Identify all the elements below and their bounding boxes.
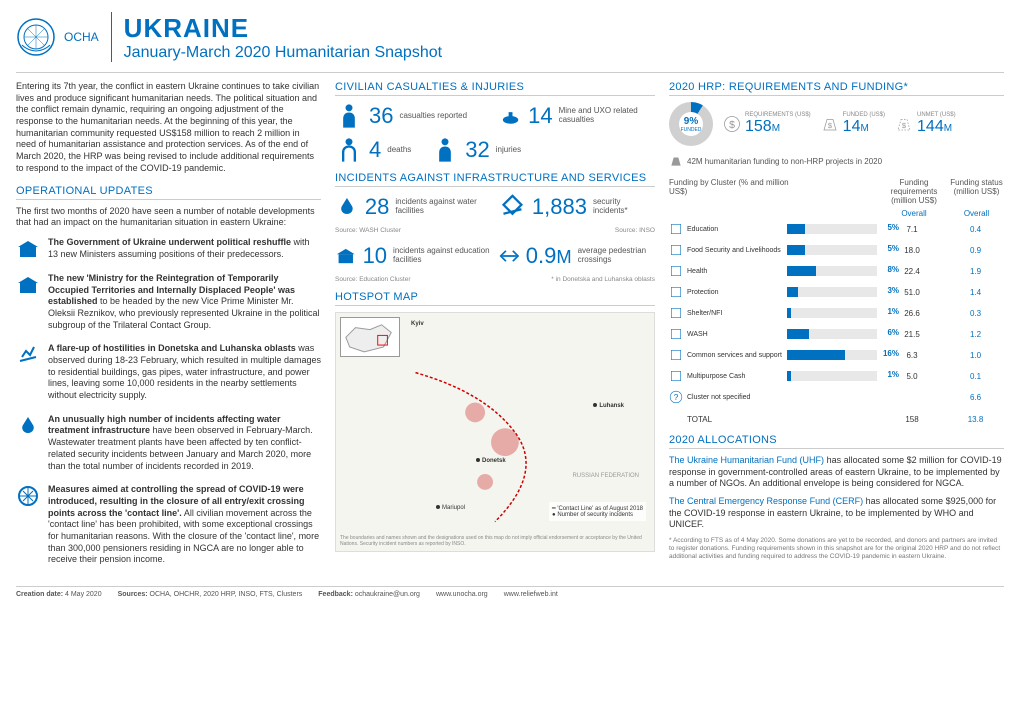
cluster-row: Common services and support 16% 6.3 1.0 — [669, 348, 1004, 362]
page-title: UKRAINE — [124, 13, 442, 44]
map-legend: ━ 'Contact Line' as of August 2018 ● Num… — [549, 502, 646, 521]
cluster-row: Shelter/NFI 1% 26.6 0.3 — [669, 306, 1004, 320]
edu-l: incidents against education facilities — [393, 247, 491, 265]
water-src: Source: WASH Cluster — [335, 227, 401, 234]
hrp-footnote: * According to FTS as of 4 May 2020. Som… — [669, 537, 1004, 560]
cerf-text: The Central Emergency Response Fund (CER… — [669, 496, 1004, 531]
update-icon — [16, 237, 40, 261]
update-icon — [16, 343, 40, 367]
cluster-row: Multipurpose Cash 1% 5.0 0.1 — [669, 369, 1004, 383]
ped-l: average pedestrian crossings — [578, 247, 655, 265]
mine-l: Mine and UXO related casualties — [559, 107, 655, 125]
svg-text:?: ? — [674, 393, 679, 402]
update-item: The Government of Ukraine underwent poli… — [16, 237, 321, 261]
cluster-icon — [669, 285, 683, 299]
incidents-heading: INCIDENTS AGAINST INFRASTRUCTURE AND SER… — [335, 172, 655, 187]
deaths-l: deaths — [387, 146, 411, 155]
svg-text:$: $ — [729, 119, 735, 131]
uhf-text: The Ukraine Humanitarian Fund (UHF) has … — [669, 455, 1004, 490]
update-item: An unusually high number of incidents af… — [16, 414, 321, 472]
cluster-row: Food Security and Livelihoods 5% 18.0 0.… — [669, 243, 1004, 257]
ped-n: 0.9M — [526, 243, 572, 269]
casualties-heading: CIVILIAN CASUALTIES & INJURIES — [335, 81, 655, 96]
allocations-heading: 2020 ALLOCATIONS — [669, 434, 1004, 449]
footer: Creation date: 4 May 2020 Sources: OCHA,… — [16, 586, 1004, 598]
mine-n: 14 — [528, 103, 552, 129]
question-icon: ? — [669, 390, 683, 404]
page-subtitle: January-March 2020 Humanitarian Snapshot — [124, 44, 442, 62]
injury-icon — [431, 136, 459, 164]
edu-icon — [335, 242, 357, 270]
water-icon — [335, 193, 359, 221]
svg-text:$: $ — [828, 121, 833, 130]
hotspot-map: Kyiv Luhansk Donetsk Mariupol RUSSIAN FE… — [335, 312, 655, 552]
map-note: The boundaries and names shown and the d… — [340, 535, 650, 547]
hrp-heading: 2020 HRP: REQUIREMENTS AND FUNDING* — [669, 81, 1004, 96]
intro-text: Entering its 7th year, the conflict in e… — [16, 81, 321, 175]
cluster-row: WASH 6% 21.5 1.2 — [669, 327, 1004, 341]
cluster-icon — [669, 327, 683, 341]
casualties-reported-n: 36 — [369, 103, 393, 129]
dollar-icon: $ — [723, 115, 741, 133]
crossing-icon — [499, 242, 520, 270]
header: OCHA UKRAINE January-March 2020 Humanita… — [16, 12, 1004, 62]
cluster-row: Education 5% 7.1 0.4 — [669, 222, 1004, 236]
funded-donut: 9%FUNDED — [669, 102, 713, 146]
update-icon — [16, 273, 40, 297]
ped-note: * in Donetska and Luhanska oblasts — [551, 276, 655, 283]
injuries-l: injuries — [496, 146, 521, 155]
bag-icon: $ — [821, 115, 839, 133]
operational-lead: The first two months of 2020 have seen a… — [16, 206, 321, 229]
injuries-n: 32 — [465, 137, 489, 163]
person-icon — [335, 102, 363, 130]
casualties-reported-l: casualties reported — [399, 112, 467, 121]
cluster-icon — [669, 348, 683, 362]
update-icon — [16, 414, 40, 438]
update-item: Measures aimed at controlling the spread… — [16, 484, 321, 566]
edu-src: Source: Education Cluster — [335, 276, 411, 283]
death-icon — [335, 136, 363, 164]
hotspot-heading: HOTSPOT MAP — [335, 291, 655, 306]
operational-heading: OPERATIONAL UPDATES — [16, 185, 321, 200]
ocha-label: OCHA — [64, 30, 99, 44]
edu-n: 10 — [363, 243, 387, 269]
cluster-icon — [669, 264, 683, 278]
bag-outline-icon: $ — [895, 115, 913, 133]
deaths-n: 4 — [369, 137, 381, 163]
update-icon — [16, 484, 40, 508]
cluster-icon — [669, 243, 683, 257]
cluster-icon — [669, 222, 683, 236]
mine-icon — [499, 102, 522, 130]
svg-text:$: $ — [902, 121, 907, 130]
water-l: incidents against water facilities — [395, 198, 491, 216]
cluster-icon — [669, 306, 683, 320]
cluster-row: Health 8% 22.4 1.9 — [669, 264, 1004, 278]
sec-n: 1,883 — [532, 194, 587, 220]
sec-l: security incidents* — [593, 198, 655, 216]
sec-src: Source: INSO — [615, 227, 655, 234]
nonhrp-note: 42M humanitarian funding to non-HRP proj… — [669, 154, 1004, 168]
security-icon — [499, 193, 526, 221]
update-item: A flare-up of hostilities in Donetska an… — [16, 343, 321, 401]
water-n: 28 — [365, 194, 389, 220]
update-item: The new 'Ministry for the Reintegration … — [16, 273, 321, 331]
cluster-row: Protection 3% 51.0 1.4 — [669, 285, 1004, 299]
un-logo — [16, 17, 56, 57]
cluster-icon — [669, 369, 683, 383]
